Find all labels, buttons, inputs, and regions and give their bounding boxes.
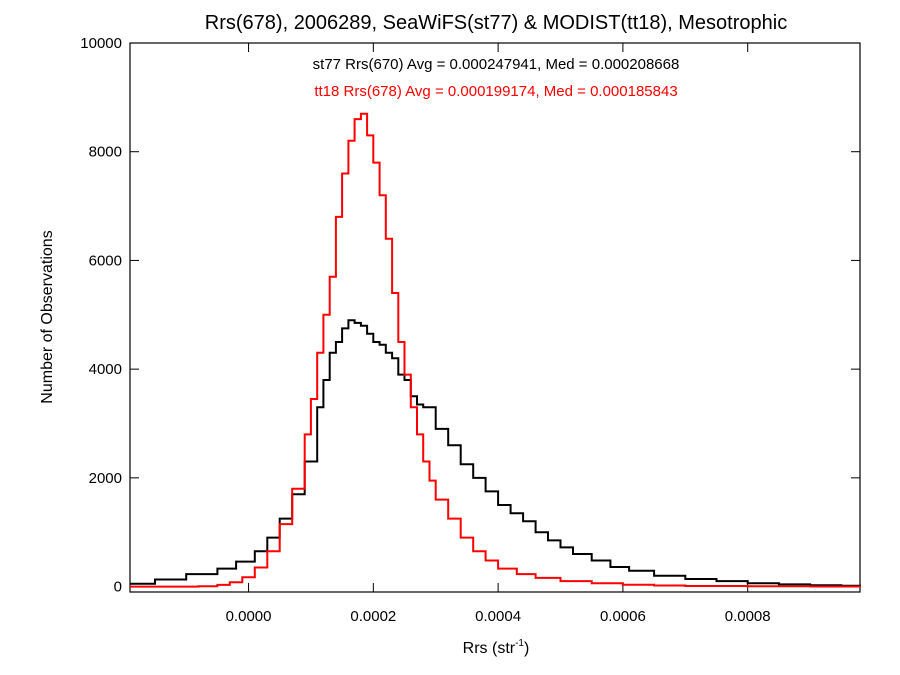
x-tick-label: 0.0008 — [725, 608, 771, 625]
x-axis-label-suffix: ) — [524, 640, 529, 657]
x-tick-label: 0.0004 — [475, 608, 521, 625]
y-tick-label: 6000 — [89, 252, 122, 269]
series-line-st77 — [130, 319, 861, 587]
y-tick-label: 2000 — [89, 470, 122, 487]
x-axis-label-main: Rrs (str — [463, 640, 516, 657]
x-tick-label: 0.0000 — [226, 608, 272, 625]
y-axis: 0 2000 4000 6000 8000 10000 — [80, 35, 860, 596]
x-tick-label: 0.0002 — [350, 608, 396, 625]
legend-entry-st77: st77 Rrs(670) Avg = 0.000247941, Med = 0… — [313, 56, 680, 73]
y-axis-label: Number of Observations — [39, 230, 56, 403]
legend-entry-tt18: tt18 Rrs(678) Avg = 0.000199174, Med = 0… — [314, 83, 677, 100]
x-axis: 0.0000 0.0002 0.0004 0.0006 0.0008 — [226, 43, 771, 625]
chart-title: Rrs(678), 2006289, SeaWiFS(st77) & MODIS… — [205, 12, 787, 34]
y-tick-label: 10000 — [80, 35, 122, 52]
x-axis-label-superscript: -1 — [515, 638, 524, 649]
x-axis-label: Rrs (str-1) — [463, 638, 530, 657]
series-layer — [130, 112, 861, 588]
plot-frame — [129, 42, 861, 593]
series-line-tt18 — [130, 112, 861, 588]
y-tick-label: 0 — [114, 579, 122, 596]
y-tick-label: 4000 — [89, 361, 122, 378]
x-tick-label: 0.0006 — [600, 608, 646, 625]
y-tick-label: 8000 — [89, 144, 122, 161]
